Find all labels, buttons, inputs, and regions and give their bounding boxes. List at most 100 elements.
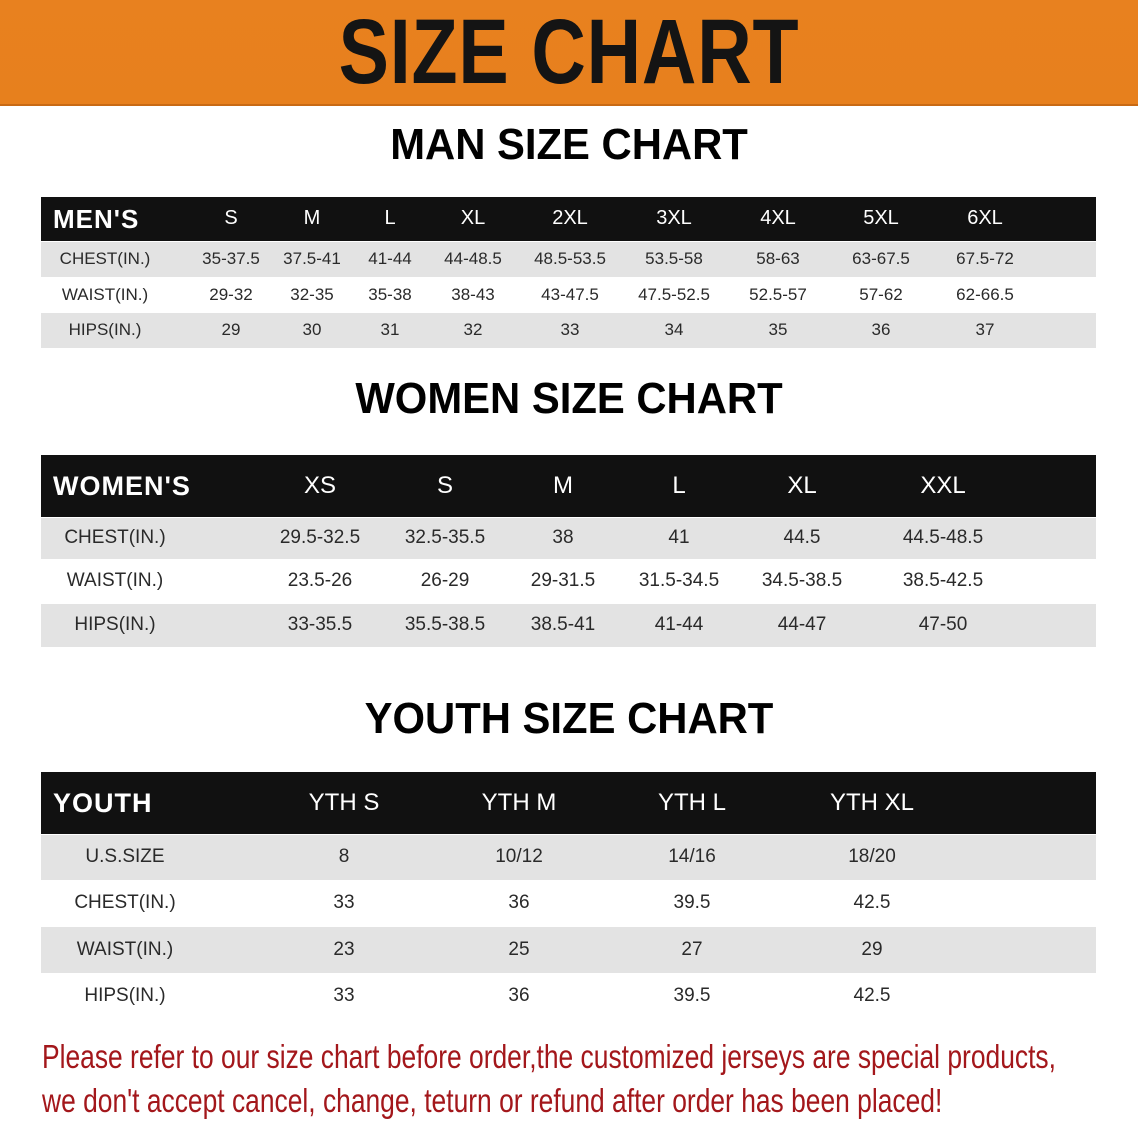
size-header-cell: 5XL bbox=[863, 207, 899, 229]
size-header-cell: YTH M bbox=[481, 789, 557, 816]
table-cell: 10/12 bbox=[495, 846, 543, 867]
table-row: CHEST(IN.) 35-37.5 37.5-41 41-44 44-48.5 48.5… bbox=[41, 242, 1096, 277]
size-header-cell: M bbox=[553, 472, 573, 499]
size-header-cell: L bbox=[384, 207, 396, 229]
row-label: CHEST(IN.) bbox=[64, 527, 166, 548]
table-cell: 29-32 bbox=[209, 284, 253, 304]
table-cell: 29.5-32.5 bbox=[279, 527, 361, 548]
table-cell: 23 bbox=[333, 938, 355, 960]
table-cell: 32 bbox=[463, 320, 483, 339]
table-cell: 39.5 bbox=[673, 892, 711, 913]
table-cell: 29 bbox=[861, 938, 883, 960]
table-row: HIPS(IN.) 29 30 31 32 33 34 35 36 37 bbox=[41, 313, 1096, 348]
table-cell: 37 bbox=[975, 320, 995, 339]
size-header-cell: XS bbox=[303, 472, 337, 499]
youth-header-label: YOUTH bbox=[53, 787, 153, 818]
row-label: WAIST(IN.) bbox=[76, 938, 174, 960]
table-cell: 31.5-34.5 bbox=[638, 570, 720, 591]
table-cell: 35-37.5 bbox=[202, 249, 260, 268]
table-cell: 14/16 bbox=[668, 846, 716, 867]
table-cell: 38.5-41 bbox=[530, 614, 596, 635]
banner: SIZE CHART bbox=[0, 0, 1138, 106]
row-label: CHEST(IN.) bbox=[59, 249, 151, 268]
table-cell: 38.5-42.5 bbox=[902, 570, 984, 591]
table-cell: 62-66.5 bbox=[956, 284, 1014, 304]
row-label: CHEST(IN.) bbox=[74, 892, 176, 913]
size-header-cell: YTH L bbox=[657, 789, 727, 816]
size-header-cell: 4XL bbox=[760, 207, 796, 229]
footer-notice-line-1: Please refer to our size chart before or… bbox=[42, 1038, 1056, 1075]
table-cell: 41-44 bbox=[654, 614, 704, 635]
table-row: U.S.SIZE 8 10/12 14/16 18/20 bbox=[41, 835, 1096, 880]
footer-notice-line-2: we don't accept cancel, change, teturn o… bbox=[42, 1082, 943, 1119]
table-cell: 67.5-72 bbox=[956, 249, 1014, 268]
table-cell: 44-48.5 bbox=[444, 249, 502, 268]
table-cell: 41-44 bbox=[368, 249, 412, 268]
table-cell: 34 bbox=[664, 320, 684, 339]
table-cell: 29 bbox=[221, 320, 241, 339]
table-cell: 30 bbox=[302, 320, 322, 339]
table-cell: 32-35 bbox=[290, 284, 334, 304]
table-cell: 42.5 bbox=[853, 892, 891, 913]
women-header-row: WOMEN'S XS S M L XL XXL bbox=[41, 455, 1096, 517]
size-header-cell: 3XL bbox=[656, 207, 692, 229]
table-cell: 37.5-41 bbox=[283, 249, 341, 268]
table-cell: 31 bbox=[380, 320, 400, 339]
table-cell: 33-35.5 bbox=[287, 614, 353, 635]
row-label: HIPS(IN.) bbox=[68, 320, 142, 339]
table-cell: 8 bbox=[338, 846, 350, 867]
size-header-cell: 6XL bbox=[967, 207, 1003, 229]
youth-section-title: YOUTH SIZE CHART bbox=[364, 694, 774, 743]
table-cell: 44.5 bbox=[783, 527, 821, 548]
row-label: U.S.SIZE bbox=[85, 846, 165, 867]
table-cell: 44.5-48.5 bbox=[902, 527, 984, 548]
size-header-cell: 2XL bbox=[552, 207, 588, 229]
size-header-cell: M bbox=[303, 207, 321, 229]
table-cell: 57-62 bbox=[859, 284, 903, 304]
table-cell: 42.5 bbox=[853, 985, 891, 1006]
row-label: HIPS(IN.) bbox=[84, 985, 166, 1006]
men-header-label: MEN'S bbox=[53, 204, 140, 234]
size-header-cell: L bbox=[672, 472, 686, 499]
size-header-cell: XL bbox=[787, 472, 817, 499]
size-header-cell: XL bbox=[460, 207, 486, 229]
women-section-title: WOMEN SIZE CHART bbox=[355, 374, 783, 423]
table-cell: 33 bbox=[560, 320, 580, 339]
size-header-cell: YTH S bbox=[308, 789, 380, 816]
row-label: HIPS(IN.) bbox=[74, 614, 156, 635]
table-cell: 36 bbox=[508, 892, 530, 913]
men-section-title: MAN SIZE CHART bbox=[390, 120, 748, 169]
women-header-label: WOMEN'S bbox=[53, 470, 191, 501]
youth-header-row: YOUTH YTH S YTH M YTH L YTH XL bbox=[41, 772, 1096, 834]
table-cell: 44-47 bbox=[777, 614, 827, 635]
table-cell: 58-63 bbox=[756, 249, 800, 268]
table-cell: 23.5-26 bbox=[287, 570, 353, 591]
table-cell: 43-47.5 bbox=[541, 284, 599, 304]
table-cell: 36 bbox=[508, 985, 530, 1006]
table-cell: 63-67.5 bbox=[852, 249, 910, 268]
row-label: WAIST(IN.) bbox=[61, 284, 149, 304]
table-cell: 33 bbox=[333, 892, 355, 913]
table-cell: 32.5-35.5 bbox=[404, 527, 486, 548]
size-header-cell: S bbox=[436, 472, 454, 499]
banner-title: SIZE CHART bbox=[338, 1, 800, 103]
table-row: HIPS(IN.) 33 36 39.5 42.5 bbox=[41, 974, 1096, 1019]
table-cell: 35-38 bbox=[368, 284, 412, 304]
table-cell: 48.5-53.5 bbox=[534, 249, 606, 268]
table-cell: 38-43 bbox=[451, 284, 495, 304]
table-cell: 26-29 bbox=[420, 570, 470, 591]
table-cell: 39.5 bbox=[673, 985, 711, 1006]
men-header-row: MEN'S S M L XL 2XL 3XL 4XL 5XL 6XL bbox=[41, 197, 1096, 241]
table-cell: 41 bbox=[668, 527, 690, 548]
table-cell: 52.5-57 bbox=[749, 284, 807, 304]
size-header-cell: XXL bbox=[920, 472, 966, 499]
table-cell: 34.5-38.5 bbox=[761, 570, 843, 591]
table-row: WAIST(IN.) 23.5-26 26-29 29-31.5 31.5-34.5 34… bbox=[41, 560, 1096, 603]
table-row: HIPS(IN.) 33-35.5 35.5-38.5 38.5-41 41-44 44-… bbox=[41, 604, 1096, 647]
table-row: WAIST(IN.) 29-32 32-35 35-38 38-43 43-47.5 47.… bbox=[41, 278, 1096, 312]
size-header-cell: S bbox=[224, 207, 238, 229]
table-row: WAIST(IN.) 23 25 27 29 bbox=[41, 927, 1096, 973]
table-cell: 35.5-38.5 bbox=[404, 614, 486, 635]
table-cell: 35 bbox=[768, 320, 788, 339]
table-cell: 47-50 bbox=[918, 614, 968, 635]
